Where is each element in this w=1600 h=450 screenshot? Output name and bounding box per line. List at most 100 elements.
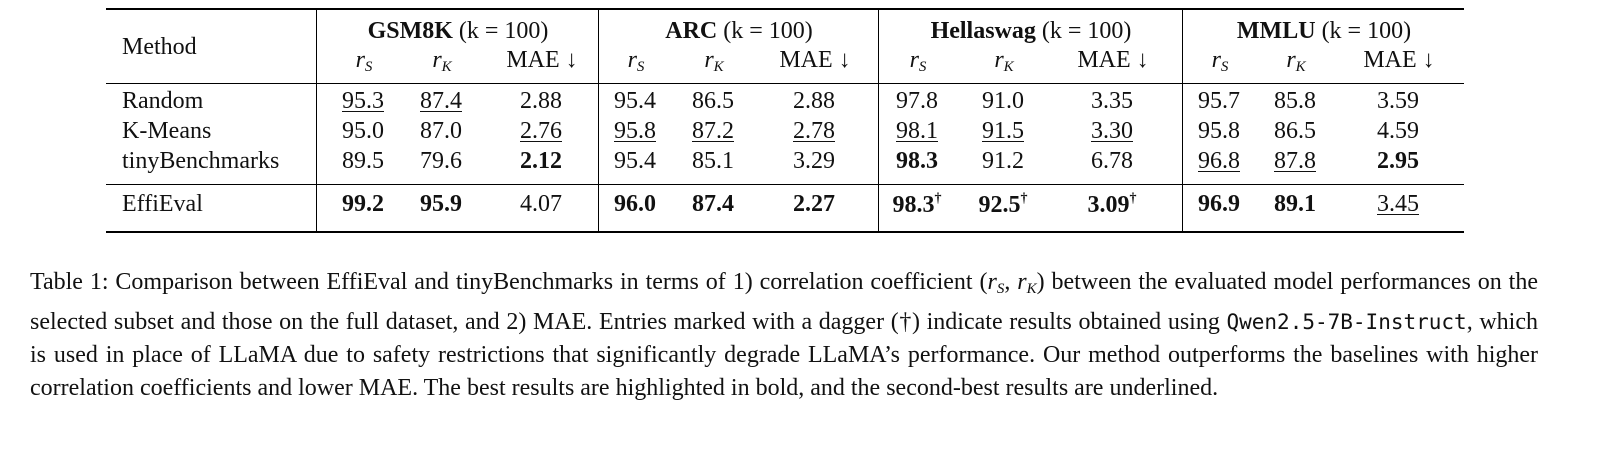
caption-r-sub-2: K bbox=[1026, 281, 1037, 297]
score-value: 96.9 bbox=[1198, 191, 1240, 217]
rs-header: rS bbox=[339, 47, 389, 76]
score-cell: 89.5 bbox=[328, 148, 398, 175]
score-cell: 86.5 bbox=[1260, 118, 1330, 145]
score-cell: 96.9 bbox=[1184, 191, 1254, 218]
score-value: 2.88 bbox=[793, 88, 835, 114]
score-value: 92.5 bbox=[978, 192, 1021, 218]
rs-header: rS bbox=[1195, 47, 1245, 76]
method-name: tinyBenchmarks bbox=[122, 148, 280, 174]
score-value: 2.76 bbox=[520, 118, 562, 144]
score-value: 91.5 bbox=[982, 118, 1024, 144]
score-cell: 95.9 bbox=[406, 191, 476, 218]
mae-header: MAE ↓ bbox=[506, 47, 578, 73]
score-cell: 95.8 bbox=[1184, 118, 1254, 145]
score-value: 89.5 bbox=[342, 148, 384, 174]
score-cell: 3.29 bbox=[758, 148, 870, 175]
group-header-arc: ARC (k = 100) rS rK MAE ↓ bbox=[598, 10, 879, 83]
score-cell: 95.7 bbox=[1184, 88, 1254, 115]
score-value: 3.35 bbox=[1091, 88, 1133, 114]
score-value: 91.0 bbox=[982, 88, 1024, 114]
r-symbol: r bbox=[355, 47, 365, 73]
score-value: 4.59 bbox=[1377, 118, 1419, 144]
score-value: 95.8 bbox=[614, 118, 656, 144]
score-value: 4.07 bbox=[520, 191, 562, 217]
score-cell: 87.2 bbox=[678, 118, 748, 145]
score-cell: 2.95 bbox=[1342, 148, 1454, 175]
group-k-label: (k = 100) bbox=[723, 18, 813, 44]
rk-header: rK bbox=[979, 47, 1029, 76]
group-k-label: (k = 100) bbox=[458, 18, 549, 44]
dagger-mark: † bbox=[1020, 191, 1028, 206]
score-cell: 99.2 bbox=[328, 191, 398, 218]
group-title: ARC (k = 100) bbox=[599, 18, 879, 45]
score-cell: 2.76 bbox=[486, 118, 596, 145]
score-value: 6.78 bbox=[1091, 148, 1133, 174]
score-cell: 3.59 bbox=[1342, 88, 1454, 115]
column-separator bbox=[598, 84, 599, 184]
score-cell: 2.88 bbox=[758, 88, 870, 115]
score-value: 87.4 bbox=[420, 88, 462, 114]
score-value: 85.1 bbox=[692, 148, 734, 174]
score-value: 3.09 bbox=[1087, 192, 1130, 218]
score-value: 91.2 bbox=[982, 148, 1024, 174]
score-cell: 2.88 bbox=[486, 88, 596, 115]
dagger-mark: † bbox=[934, 191, 942, 206]
score-value: 95.7 bbox=[1198, 88, 1240, 114]
rs-header: rS bbox=[893, 47, 943, 76]
group-title: Hellaswag (k = 100) bbox=[879, 18, 1183, 45]
r-subscript: K bbox=[713, 59, 724, 75]
score-cell: 98.3† bbox=[882, 191, 952, 219]
score-cell: 79.6 bbox=[406, 148, 476, 175]
score-value: 95.8 bbox=[1198, 118, 1240, 144]
group-k-label: (k = 100) bbox=[1321, 18, 1412, 44]
column-separator bbox=[1182, 185, 1183, 231]
rk-header: rK bbox=[417, 47, 467, 76]
column-separator bbox=[598, 185, 599, 231]
ours-row-block: EffiEval 99.2 95.9 4.07 96.0 87.4 2.27 98.3† 92.… bbox=[106, 185, 1464, 231]
score-value: 99.2 bbox=[342, 191, 384, 217]
r-symbol: r bbox=[1211, 47, 1221, 73]
r-subscript: S bbox=[364, 59, 373, 75]
caption-part-1: Table 1: Comparison between EffiEval and… bbox=[30, 269, 988, 295]
mae-header: MAE ↓ bbox=[1363, 47, 1435, 73]
group-header-mmlu: MMLU (k = 100) rS rK MAE ↓ bbox=[1182, 10, 1465, 83]
score-cell: 91.5 bbox=[968, 118, 1038, 145]
r-symbol: r bbox=[909, 47, 919, 73]
score-cell: 92.5† bbox=[968, 191, 1038, 219]
method-name: EffiEval bbox=[122, 191, 203, 217]
score-value: 2.88 bbox=[520, 88, 562, 114]
score-value: 2.78 bbox=[793, 118, 835, 144]
caption-r-symbol-2: r bbox=[1017, 269, 1027, 295]
score-cell: 3.35 bbox=[1056, 88, 1168, 115]
score-cell: 2.78 bbox=[758, 118, 870, 145]
column-separator bbox=[316, 185, 317, 231]
mae-header: MAE ↓ bbox=[779, 47, 851, 73]
score-cell: 95.8 bbox=[600, 118, 670, 145]
score-value: 98.3 bbox=[896, 148, 938, 174]
score-cell: 91.0 bbox=[968, 88, 1038, 115]
score-value: 87.4 bbox=[692, 191, 734, 217]
r-symbol: r bbox=[1286, 47, 1296, 73]
score-value: 2.27 bbox=[793, 191, 835, 217]
caption-model-name: Qwen2.5-7B-Instruct bbox=[1226, 310, 1467, 334]
table-header: Method GSM8K (k = 100) rS rK MAE ↓ ARC (k = … bbox=[106, 10, 1464, 83]
score-cell: 2.12 bbox=[486, 148, 596, 175]
column-separator bbox=[878, 84, 879, 184]
table-row-effieval: EffiEval 99.2 95.9 4.07 96.0 87.4 2.27 98.3† 92.… bbox=[106, 189, 1464, 219]
score-value: 87.2 bbox=[692, 118, 734, 144]
caption-r-symbol-1: r bbox=[987, 269, 997, 295]
r-subscript: K bbox=[1295, 59, 1306, 75]
results-table: Method GSM8K (k = 100) rS rK MAE ↓ ARC (k = … bbox=[106, 8, 1464, 233]
caption-r-sub-1: S bbox=[996, 281, 1005, 297]
score-value: 2.95 bbox=[1377, 148, 1419, 174]
table-row: Random 95.3 87.4 2.88 95.4 86.5 2.88 97.8 91.0 3.… bbox=[106, 86, 1464, 116]
group-header-gsm8k: GSM8K (k = 100) rS rK MAE ↓ bbox=[316, 10, 599, 83]
table-caption: Table 1: Comparison between EffiEval and… bbox=[30, 266, 1538, 405]
top-rule bbox=[106, 8, 1464, 10]
score-value: 98.1 bbox=[896, 118, 938, 144]
group-title: MMLU (k = 100) bbox=[1183, 18, 1465, 45]
r-symbol: r bbox=[994, 47, 1004, 73]
score-cell: 95.4 bbox=[600, 88, 670, 115]
score-value: 85.8 bbox=[1274, 88, 1316, 114]
group-name: ARC bbox=[665, 18, 718, 44]
